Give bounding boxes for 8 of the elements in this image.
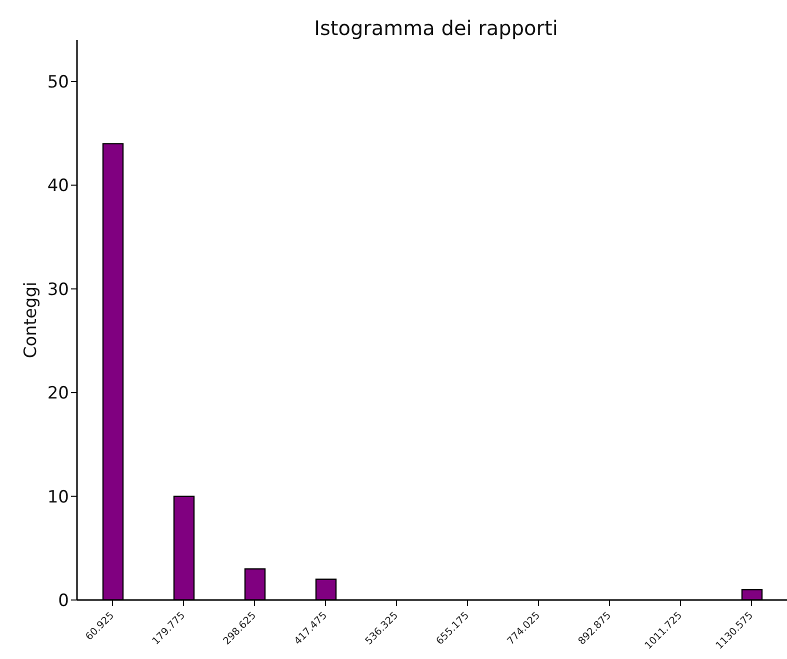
y-tick-label: 50 — [47, 72, 69, 93]
y-tick-label: 30 — [47, 280, 69, 300]
y-tick-label: 10 — [47, 487, 69, 508]
y-tick-label: 40 — [47, 176, 69, 196]
chart-title: Istogramma dei rapporti — [313, 16, 559, 40]
y-tick-label: 20 — [47, 384, 69, 404]
y-axis-title: Conteggi — [21, 282, 42, 358]
y-tick-label: 0 — [58, 591, 69, 612]
